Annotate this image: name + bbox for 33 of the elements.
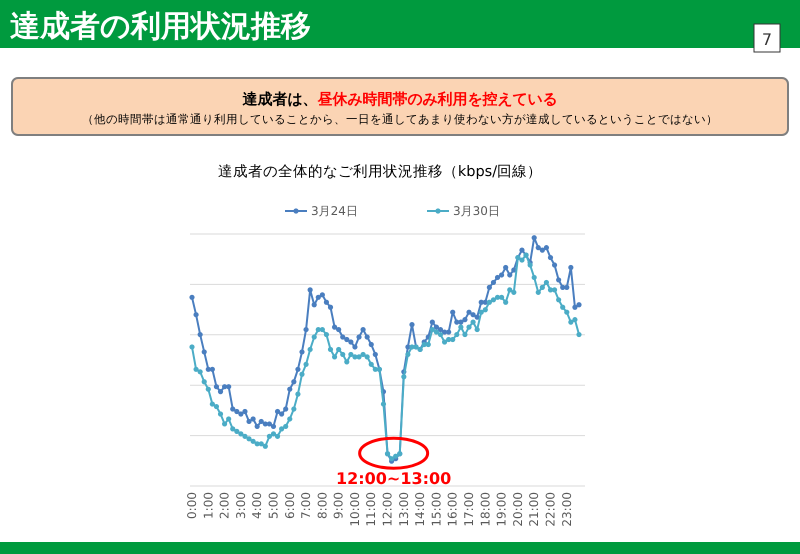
chart-title: 達成者の全体的なご利用状況推移（kbps/回線） bbox=[218, 163, 542, 180]
x-tick-label: 9:00 bbox=[332, 492, 346, 519]
x-tick-label: 2:00 bbox=[218, 492, 232, 519]
annotation: 12:00~13:00 bbox=[336, 469, 452, 488]
x-tick-label: 20:00 bbox=[510, 492, 525, 527]
x-tick-label: 17:00 bbox=[462, 492, 476, 527]
x-tick-label: 15:00 bbox=[429, 492, 444, 527]
x-tick-label: 13:00 bbox=[396, 492, 411, 527]
x-tick-label: 18:00 bbox=[478, 492, 492, 527]
x-tick-label: 8:00 bbox=[315, 492, 330, 519]
text: 達成者の利用状況推移 bbox=[10, 9, 311, 44]
text: 7 bbox=[762, 30, 772, 49]
x-tick-label: 22:00 bbox=[543, 492, 558, 527]
x-tick-label: 1:00 bbox=[201, 492, 216, 519]
text: 達成者は、 bbox=[242, 90, 318, 108]
legend-label: 3月24日 bbox=[311, 204, 358, 218]
x-tick-label: 7:00 bbox=[299, 492, 314, 519]
x-tick-label: 23:00 bbox=[560, 492, 574, 527]
text: （他の時間帯は通常通り利用していることから、一日を通してあまり使わない方が達成しているということではない） bbox=[82, 112, 718, 126]
x-tick-label: 14:00 bbox=[413, 492, 428, 527]
x-tick-label: 5:00 bbox=[266, 492, 280, 519]
x-tick-label: 12:00 bbox=[380, 492, 395, 527]
x-tick-label: 19:00 bbox=[494, 492, 509, 527]
x-tick-label: 3:00 bbox=[234, 492, 248, 519]
x-tick-label: 11:00 bbox=[364, 492, 378, 527]
x-tick-label: 0:00 bbox=[185, 492, 199, 519]
legend-label: 3月30日 bbox=[453, 204, 500, 218]
x-tick-label: 4:00 bbox=[250, 492, 264, 519]
x-tick-label: 16:00 bbox=[446, 492, 460, 527]
x-tick-label: 21:00 bbox=[527, 492, 542, 527]
x-tick-label: 10:00 bbox=[348, 492, 362, 527]
x-tick-label: 6:00 bbox=[282, 492, 297, 519]
text: 昼休み時間帯のみ利用を控えている bbox=[316, 90, 558, 108]
